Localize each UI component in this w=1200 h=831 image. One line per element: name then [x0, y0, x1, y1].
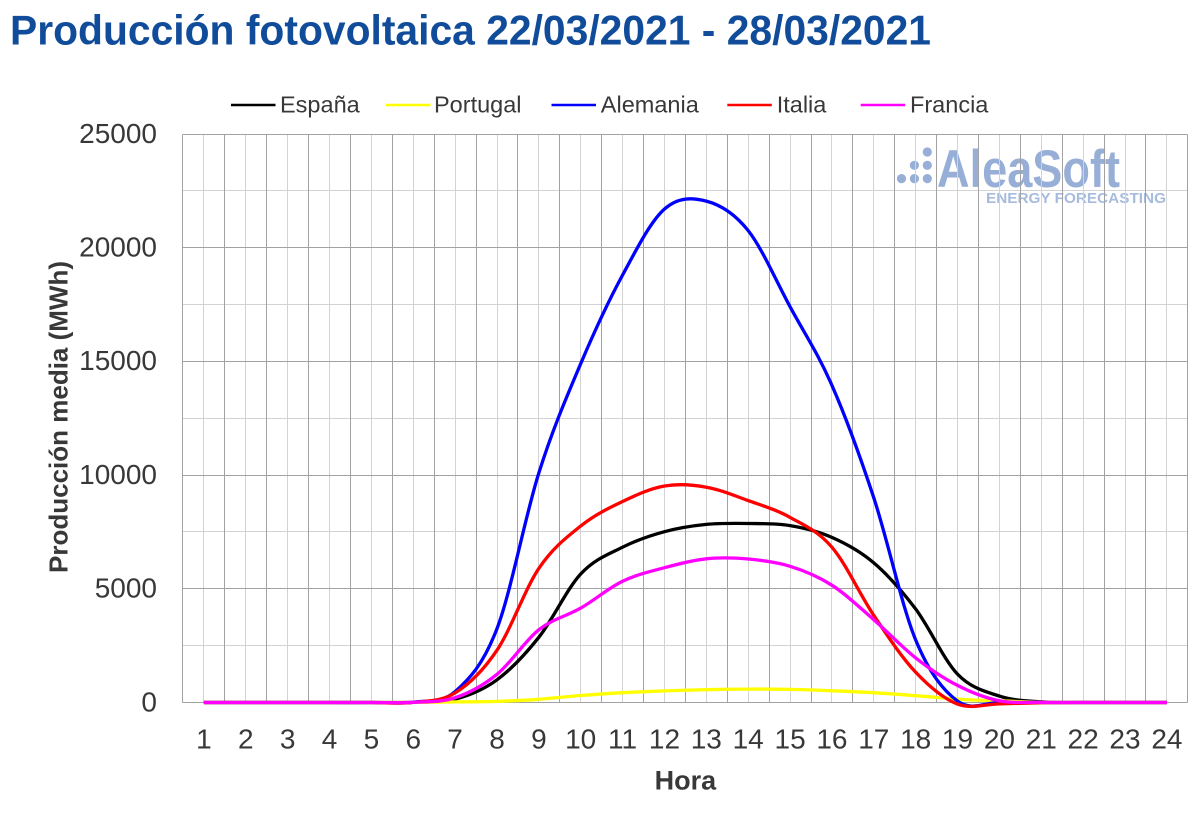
- svg-text:ENERGY FORECASTING: ENERGY FORECASTING: [986, 191, 1166, 207]
- svg-text:15000: 15000: [79, 345, 157, 376]
- svg-text:10000: 10000: [79, 459, 157, 490]
- svg-text:Italia: Italia: [777, 92, 828, 118]
- svg-text:9: 9: [531, 724, 547, 755]
- svg-text:Alemania: Alemania: [601, 92, 700, 118]
- svg-text:Producción media (MWh): Producción media (MWh): [44, 261, 74, 573]
- svg-text:4: 4: [322, 724, 338, 755]
- svg-text:23: 23: [1109, 724, 1140, 755]
- svg-text:AleaSoft: AleaSoft: [937, 140, 1120, 199]
- svg-text:0: 0: [141, 686, 157, 717]
- svg-text:16: 16: [816, 724, 847, 755]
- svg-text:22: 22: [1068, 724, 1099, 755]
- svg-text:5: 5: [364, 724, 380, 755]
- svg-text:Hora: Hora: [655, 765, 717, 795]
- svg-text:21: 21: [1026, 724, 1057, 755]
- svg-text:5000: 5000: [95, 573, 157, 604]
- svg-text:Portugal: Portugal: [434, 92, 522, 118]
- svg-text:8: 8: [489, 724, 505, 755]
- svg-text:20: 20: [984, 724, 1015, 755]
- svg-text:18: 18: [900, 724, 931, 755]
- svg-text:25000: 25000: [79, 118, 157, 149]
- svg-text:11: 11: [608, 724, 637, 755]
- svg-text:Francia: Francia: [910, 92, 989, 118]
- svg-text:3: 3: [280, 724, 296, 755]
- svg-text:13: 13: [691, 724, 722, 755]
- svg-text:Producción fotovoltaica 22/03/: Producción fotovoltaica 22/03/2021 - 28/…: [10, 7, 931, 54]
- svg-text:15: 15: [775, 724, 806, 755]
- svg-text:24: 24: [1151, 724, 1182, 755]
- svg-text:20000: 20000: [79, 232, 157, 263]
- svg-text:España: España: [280, 92, 361, 118]
- svg-text:2: 2: [238, 724, 254, 755]
- svg-text:12: 12: [649, 724, 680, 755]
- svg-text:10: 10: [565, 724, 596, 755]
- svg-text:17: 17: [858, 724, 889, 755]
- svg-text:7: 7: [447, 724, 463, 755]
- svg-text:1: 1: [196, 724, 212, 755]
- svg-text:19: 19: [942, 724, 973, 755]
- svg-text:14: 14: [733, 724, 764, 755]
- svg-text:6: 6: [406, 724, 422, 755]
